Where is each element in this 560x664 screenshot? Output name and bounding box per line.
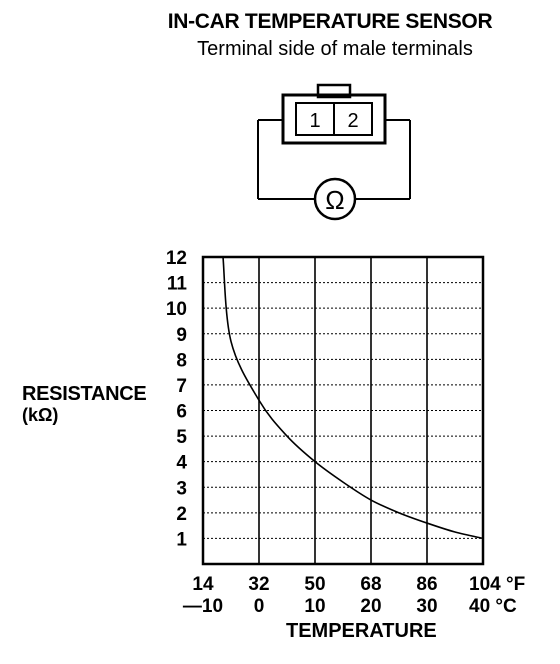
y-axis-label: RESISTANCE (22, 383, 147, 405)
y-tick-label: 11 (167, 274, 188, 295)
x-tick-label-f: 68 (360, 574, 381, 595)
connector-diagram (257, 83, 411, 221)
x-tick-label-f: 86 (416, 574, 437, 595)
x-tick-label-c: 30 (416, 596, 437, 617)
ohm-symbol: Ω (325, 185, 344, 215)
x-tick-label-c: 10 (304, 596, 325, 617)
y-tick-label: 1 (176, 529, 187, 550)
page-title: IN-CAR TEMPERATURE SENSOR (167, 10, 493, 33)
x-tick-label-c: 40 °C (469, 596, 517, 617)
x-tick-label-f: 50 (304, 574, 325, 595)
x-tick-label-f: 14 (192, 574, 214, 595)
terminal-1-label: 1 (309, 110, 320, 132)
x-axis-label: TEMPERATURE (286, 620, 437, 642)
x-tick-label-f: 32 (248, 574, 269, 595)
y-tick-label: 5 (176, 427, 187, 448)
y-tick-label: 6 (176, 402, 187, 423)
y-tick-label: 8 (176, 350, 187, 371)
terminal-2-label: 2 (347, 110, 358, 132)
x-tick-label-c: —10 (183, 596, 223, 617)
y-tick-label: 12 (166, 248, 187, 269)
page-subtitle: Terminal side of male terminals (197, 38, 473, 60)
x-tick-label-c: 0 (254, 596, 265, 617)
y-tick-label: 7 (176, 376, 187, 397)
y-tick-label: 2 (176, 504, 187, 525)
y-tick-label: 3 (176, 478, 187, 499)
x-tick-label-f: 104 °F (469, 574, 525, 595)
connector-latch (316, 83, 352, 99)
x-tick-label-c: 20 (360, 596, 381, 617)
resistance-curve (222, 256, 484, 540)
y-tick-label: 4 (176, 453, 187, 474)
y-tick-label: 10 (166, 299, 187, 320)
y-tick-label: 9 (176, 325, 187, 346)
y-axis-unit: (kΩ) (22, 405, 59, 425)
ohmmeter-icon (313, 177, 357, 221)
